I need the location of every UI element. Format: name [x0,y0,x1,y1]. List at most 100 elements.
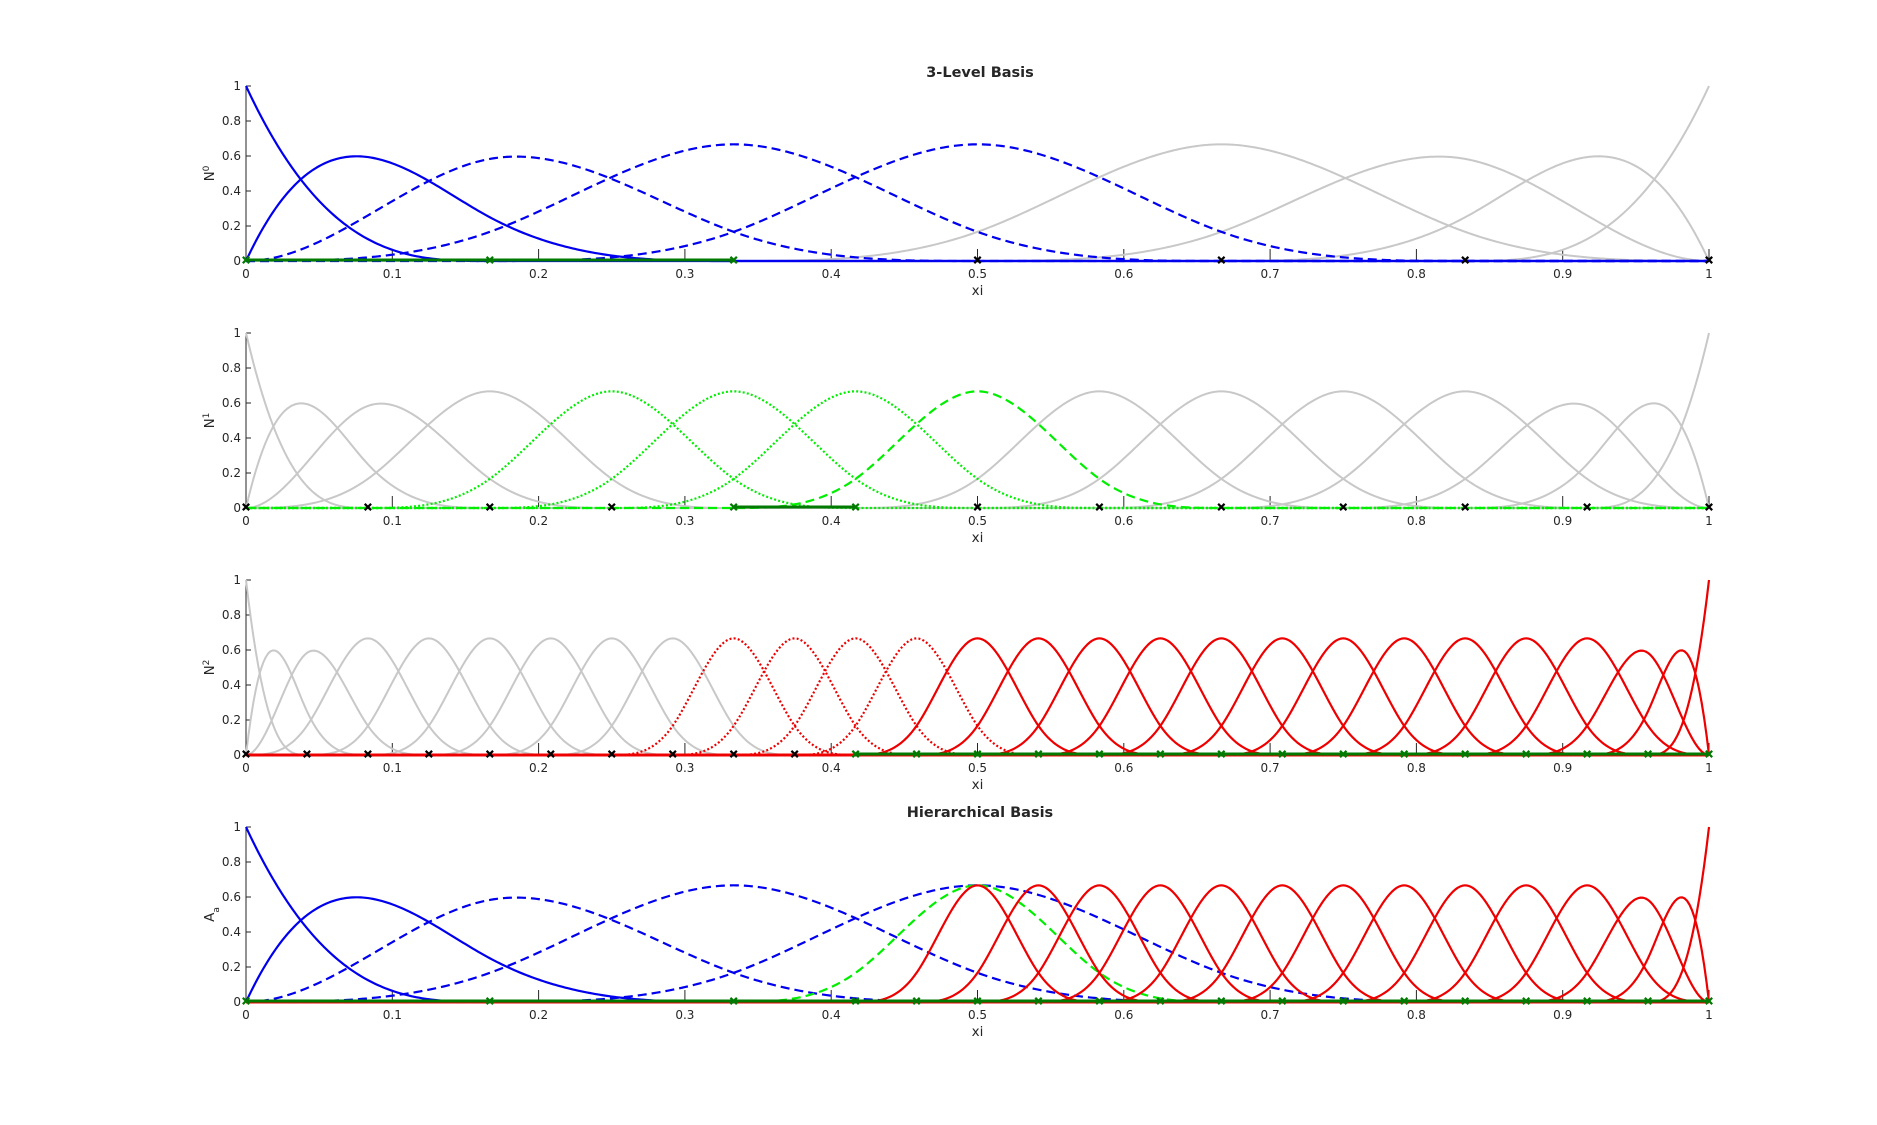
knot-marker [242,750,250,758]
x-tick-label: 0.8 [1407,267,1426,281]
x-tick-label: 0.4 [822,1008,841,1022]
y-axis-label-base: N [202,418,218,428]
knot-marker [363,750,372,758]
x-tick-label: 0.4 [822,514,841,528]
x-tick-label: 0.9 [1553,514,1572,528]
y-axis-label-sup: 0 [202,165,212,171]
subplot-level1: N1 xi 00.20.40.60.810 0.1 0.2 0.3 0.4 0.5 0.6 0… [202,326,1713,546]
y-tick-label: 0.2 [222,960,241,974]
y-tick-label: 0.8 [222,855,241,869]
plot-title: Hierarchical Basis [907,805,1053,821]
x-tick-label: 0.2 [529,1008,548,1022]
y-tick-label: 0.2 [222,219,241,233]
knot-marker [1278,997,1287,1005]
y-tick-label: 0 [233,254,241,268]
y-axis-label-base: N [202,665,218,675]
x-tick-label: 0.7 [1261,1008,1280,1022]
knot-marker [729,750,738,758]
basis-function-line [246,143,1709,263]
basis-function-line [246,390,1709,510]
knot-marker [1583,750,1592,758]
knot-marker [546,750,555,758]
y-tick-label: 0.6 [222,396,241,410]
x-tick-label: 0.5 [968,1008,987,1022]
x-axis-label: xi [972,530,984,546]
knot-marker [1217,997,1226,1005]
knot-marker [1705,750,1713,758]
y-tick-label: 1 [233,79,241,93]
knot-marker [424,750,433,758]
x-tick-label: 0.4 [822,761,841,775]
knot-marker [1095,997,1104,1005]
knot-marker [1461,750,1470,758]
knot-marker [1339,503,1348,511]
x-tick-label: 0 [242,514,250,528]
y-tick-label: 0 [233,748,241,762]
y-tick-label: 0.6 [222,890,241,904]
knot-markers [242,503,1713,511]
basis-function-line [246,884,1709,1004]
knot-marker [1156,997,1165,1005]
knot-marker [1095,503,1104,511]
x-tick-label: 0.9 [1553,1008,1572,1022]
knot-marker [973,503,982,511]
y-tick-label: 0.4 [222,678,241,692]
x-axis-label: xi [972,283,984,299]
knot-markers [242,750,1713,758]
x-tick-label: 0 [242,1008,250,1022]
knot-marker [1034,997,1043,1005]
x-tick-label: 0.5 [968,514,987,528]
y-axis-label: Aa [202,907,222,922]
y-axis-label: N1 [202,413,218,429]
y-tick-label: 1 [233,326,241,340]
knot-marker [1461,256,1470,264]
knot-marker [729,256,738,264]
x-tick-label: 0.9 [1553,267,1572,281]
x-tick-label: 0.1 [383,514,402,528]
x-tick-label: 0.2 [529,761,548,775]
knot-marker [973,997,982,1005]
knot-marker [973,750,982,758]
knot-marker [668,750,677,758]
x-tick-label: 0.5 [968,761,987,775]
y-tick-label: 0.8 [222,361,241,375]
y-tick-label: 1 [233,820,241,834]
knot-marker [1217,750,1226,758]
knot-marker [1095,750,1104,758]
x-tick-label: 0.2 [529,267,548,281]
x-tick-label: 0.5 [968,267,987,281]
knot-marker [363,503,372,511]
x-tick-label: 1 [1705,514,1713,528]
x-tick-label: 0.1 [383,267,402,281]
knot-marker [1217,503,1226,511]
knot-marker [1522,750,1531,758]
y-axis-label-sub: a [212,907,222,913]
x-tick-label: 0.7 [1261,267,1280,281]
knot-marker [851,503,860,511]
knot-markers [242,997,1713,1005]
y-tick-label: 0.2 [222,466,241,480]
x-tick-label: 0.2 [529,514,548,528]
knot-marker [1522,997,1531,1005]
y-tick-label: 0.4 [222,431,241,445]
x-tick-label: 0.3 [675,1008,694,1022]
y-tick-label: 0 [233,501,241,515]
knot-marker [1156,750,1165,758]
y-tick-label: 0.4 [222,184,241,198]
knot-marker [1583,503,1592,511]
x-tick-label: 0.8 [1407,514,1426,528]
x-tick-label: 0.3 [675,267,694,281]
x-tick-label: 1 [1705,761,1713,775]
y-axis-label: N0 [202,165,218,181]
x-tick-label: 0.6 [1114,761,1133,775]
knot-marker [851,997,860,1005]
knot-marker [729,503,738,511]
y-tick-label: 0.4 [222,925,241,939]
knot-marker [1461,503,1470,511]
knot-marker [485,503,494,511]
x-tick-label: 1 [1705,267,1713,281]
knot-markers [242,256,1713,264]
y-tick-label: 0 [233,995,241,1009]
x-tick-label: 0.6 [1114,514,1133,528]
knot-marker [1400,997,1409,1005]
